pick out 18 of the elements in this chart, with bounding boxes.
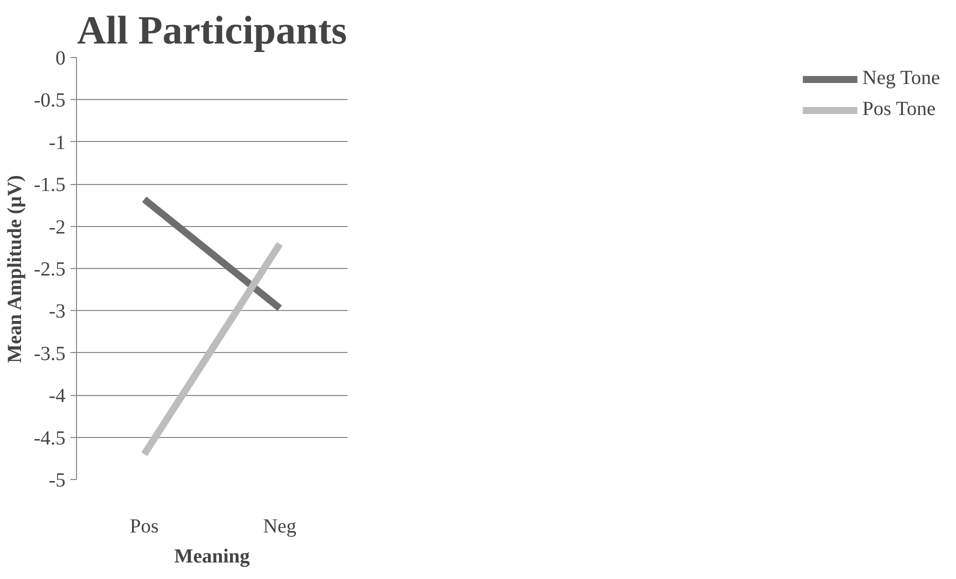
y-tick-label: -4 [48, 385, 66, 408]
y-tick-label: -2 [48, 216, 66, 238]
y-tick-label: -1 [48, 132, 66, 154]
y-tick-label: 0 [56, 48, 66, 70]
legend-label: Neg Tone [862, 67, 940, 90]
y-tick-label: -3.5 [34, 342, 66, 365]
y-axis-title: Mean Amplitude (μV) [4, 175, 26, 364]
chart-title: All Participants [77, 8, 347, 52]
y-tick-label: -1.5 [34, 174, 66, 196]
x-axis-title: Meaning [174, 546, 250, 568]
legend-label: Pos Tone [862, 98, 936, 121]
y-tick-label: -2.5 [34, 258, 66, 280]
x-tick-label: Neg [263, 516, 296, 538]
y-tick-label: -4.5 [34, 427, 66, 450]
y-tick-label: -3 [48, 300, 66, 323]
y-tick-label: -5 [48, 470, 66, 492]
x-tick-label: Pos [130, 516, 159, 538]
y-tick-label: -0.5 [34, 90, 66, 112]
